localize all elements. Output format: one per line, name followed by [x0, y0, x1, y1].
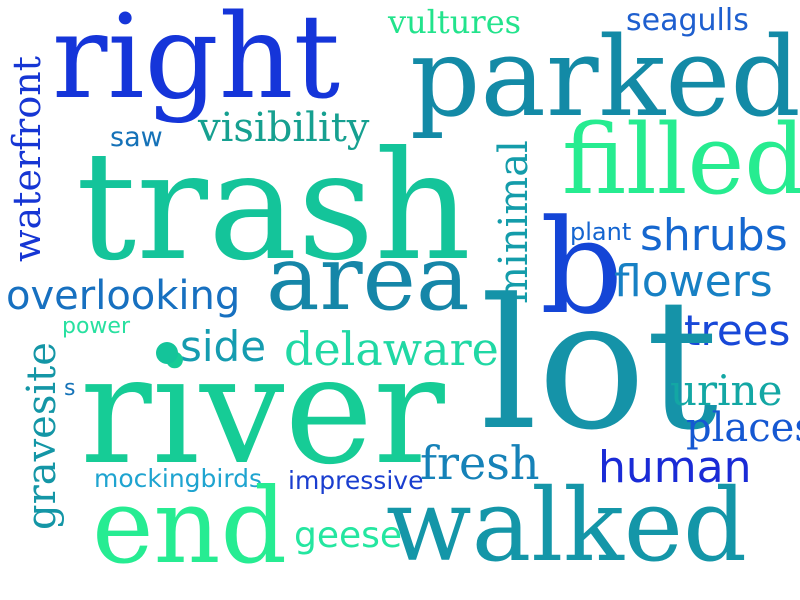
word-urine: urine	[670, 366, 783, 415]
word-trash: trash	[76, 120, 471, 294]
word-trees: trees	[684, 306, 791, 355]
word-places: places	[686, 405, 800, 451]
word-lot: lot	[480, 261, 719, 470]
bullet-dot	[156, 342, 178, 364]
word-human: human	[598, 442, 752, 493]
word-mockingbirds: mockingbirds	[94, 464, 263, 493]
word-impressive: impressive	[288, 466, 424, 495]
word-waterfront: waterfront	[5, 56, 49, 262]
word-s: s	[64, 376, 76, 401]
word-vultures: vultures	[388, 3, 522, 41]
word-plant: plant	[570, 218, 632, 246]
word-parked: parked	[410, 13, 800, 141]
word-fresh: fresh	[420, 436, 540, 490]
word-delaware: delaware	[284, 322, 499, 376]
word-overlooking: overlooking	[6, 273, 241, 319]
word-right: right	[52, 0, 341, 125]
word-b: b	[540, 191, 624, 343]
word-walked: walked	[386, 467, 747, 584]
word-seagulls: seagulls	[626, 3, 749, 38]
word-power: power	[62, 314, 130, 339]
word-side: side	[180, 322, 267, 371]
word-flowers: flowers	[614, 256, 773, 307]
word-geese: geese	[294, 515, 403, 556]
word-river: river	[80, 324, 445, 498]
word-shrubs: shrubs	[640, 210, 788, 261]
word-end: end	[92, 465, 288, 587]
word-filled: filled	[562, 104, 800, 216]
word-visibility: visibility	[198, 105, 370, 151]
word-gravesite: gravesite	[19, 342, 65, 530]
word-saw: saw	[110, 122, 163, 153]
word-area: area	[266, 226, 470, 331]
